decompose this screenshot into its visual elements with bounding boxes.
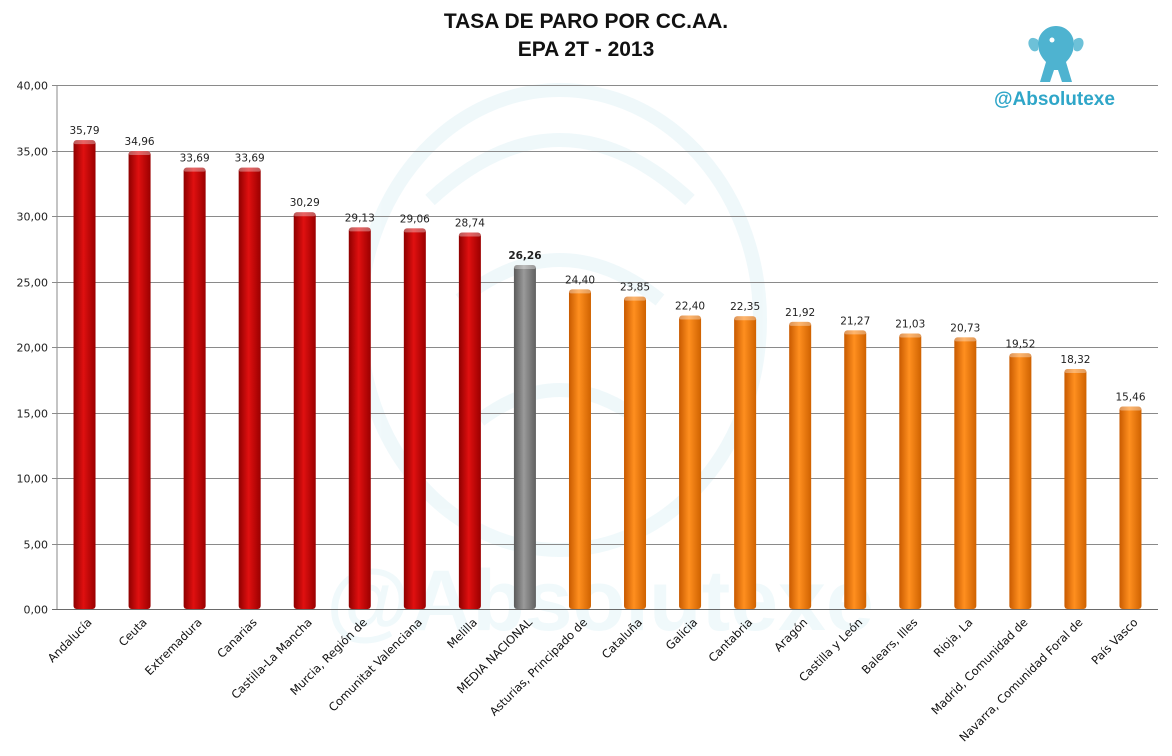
x-tick-label: Extremadura (142, 615, 205, 678)
bar (73, 140, 96, 609)
data-label: 33,69 (180, 153, 210, 165)
data-label: 18,32 (1060, 354, 1090, 366)
bar (679, 315, 702, 609)
y-tick-label: 35,00 (17, 146, 49, 159)
x-tick-label: Ceuta (116, 615, 150, 649)
bar-cap (1064, 369, 1087, 374)
bar (954, 337, 977, 609)
data-label: 21,27 (840, 315, 870, 327)
bar-cap (789, 321, 812, 326)
chart-title: TASA DE PARO POR CC.AA. (443, 10, 729, 33)
bar-cap (1009, 353, 1032, 358)
x-tick-label: Aragón (771, 615, 810, 654)
bar (734, 316, 757, 609)
data-label: 30,29 (290, 197, 320, 209)
x-tick-label: Madrid, Comunidad de (928, 615, 1030, 717)
data-label: 33,69 (235, 153, 265, 165)
bar-cap (183, 167, 206, 172)
data-label: 22,40 (675, 301, 705, 313)
bar-cap (624, 296, 647, 301)
y-tick-label: 0,00 (24, 604, 49, 617)
bar-cap (954, 337, 977, 342)
data-label: 23,85 (620, 282, 650, 294)
bar (348, 227, 371, 609)
data-label: 15,46 (1115, 391, 1145, 403)
x-tick-label: País Vasco (1088, 615, 1140, 667)
x-tick-label: Cataluña (599, 615, 645, 661)
bar-cap (568, 289, 591, 294)
y-tick-label: 20,00 (17, 342, 49, 355)
bar-cap (679, 315, 702, 320)
data-label: 24,40 (565, 274, 595, 286)
y-tick-label: 5,00 (24, 539, 49, 552)
data-label: 28,74 (455, 218, 485, 230)
bar (624, 296, 647, 609)
bar (899, 333, 922, 609)
y-tick-label: 40,00 (17, 80, 49, 93)
x-tick-label: Canarias (214, 615, 260, 661)
bar (568, 289, 591, 609)
bar (293, 212, 316, 610)
griffin-logo-icon (1028, 26, 1084, 82)
bar-cap (403, 228, 426, 233)
bar (183, 167, 206, 609)
bar (128, 151, 151, 610)
chart-subtitle: EPA 2T - 2013 (517, 38, 655, 61)
data-label: 29,13 (345, 212, 375, 224)
bar (458, 232, 481, 610)
bar-cap (734, 316, 757, 321)
x-tick-label: Comunitat Valenciana (326, 615, 425, 714)
x-tick-label: Andalucía (45, 615, 95, 665)
bar (403, 228, 426, 609)
x-tick-label: Balears, Illes (859, 615, 921, 677)
bar (1064, 369, 1087, 609)
bar-cap (238, 167, 261, 172)
bar (789, 321, 812, 609)
x-tick-label: Rioja, La (931, 615, 976, 660)
y-tick-label: 15,00 (17, 408, 49, 421)
data-label: 29,06 (400, 213, 430, 225)
y-tick-label: 10,00 (17, 473, 49, 486)
x-tick-label: Melilla (444, 615, 480, 651)
x-tick-label: Galicia (663, 615, 700, 652)
bar-cap (293, 212, 316, 217)
bar-cap (128, 151, 151, 156)
bar (844, 330, 867, 609)
data-label: 35,79 (69, 125, 99, 137)
bar-cap (348, 227, 371, 232)
x-tick-label: Asturias, Principado de (487, 615, 590, 718)
data-label: 20,73 (950, 322, 980, 334)
x-tick-label: Cantabria (706, 615, 756, 665)
bar (238, 167, 261, 609)
data-label: 19,52 (1005, 338, 1035, 350)
bar-cap (899, 333, 922, 338)
bar (513, 264, 536, 609)
data-label: 22,35 (730, 301, 760, 313)
data-label: 21,03 (895, 319, 925, 331)
bar-cap (844, 330, 867, 335)
bar (1119, 406, 1142, 609)
bar-cap (1119, 406, 1142, 411)
data-label: 21,92 (785, 307, 815, 319)
y-tick-label: 30,00 (17, 211, 49, 224)
bar-cap (513, 264, 536, 269)
bar-cap (73, 140, 96, 145)
bar (1009, 353, 1032, 609)
bar-cap (458, 232, 481, 237)
data-label: 26,26 (508, 250, 541, 262)
y-tick-label: 25,00 (17, 277, 49, 290)
brand-handle: @Absolutexe (994, 89, 1115, 110)
data-label: 34,96 (125, 136, 155, 148)
